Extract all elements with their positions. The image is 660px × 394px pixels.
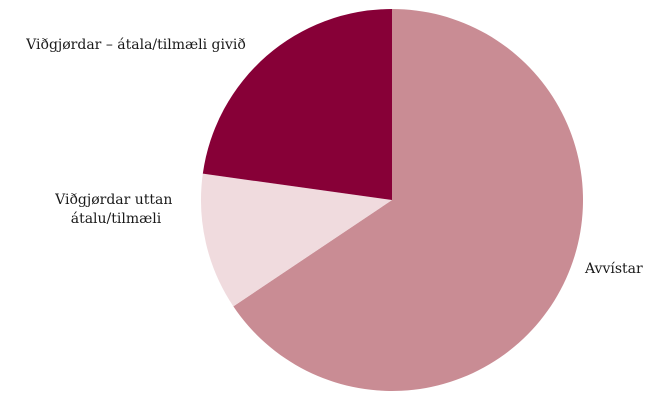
slice-label-vidgjordar-uttan-line-2: átalu/tilmæli bbox=[71, 211, 162, 227]
pie-labels: Avvístar Viðgjørdar uttan átalu/tilmæli … bbox=[25, 37, 643, 277]
slice-avvistar bbox=[233, 9, 584, 391]
pie-slices bbox=[200, 9, 584, 391]
slice-label-vidgjordar-uttan-line-1: Viðgjørdar uttan bbox=[54, 192, 172, 208]
slice-vidgjordar-uttan bbox=[200, 173, 392, 307]
slice-vidgjordar-atala bbox=[202, 9, 392, 200]
slice-label-vidgjordar-atala: Viðgjørdar – átala/tilmæli givið bbox=[25, 37, 246, 53]
slice-label-vidgjordar-uttan: Viðgjørdar uttan átalu/tilmæli bbox=[54, 192, 177, 227]
slice-label-avvistar: Avvístar bbox=[584, 261, 643, 277]
